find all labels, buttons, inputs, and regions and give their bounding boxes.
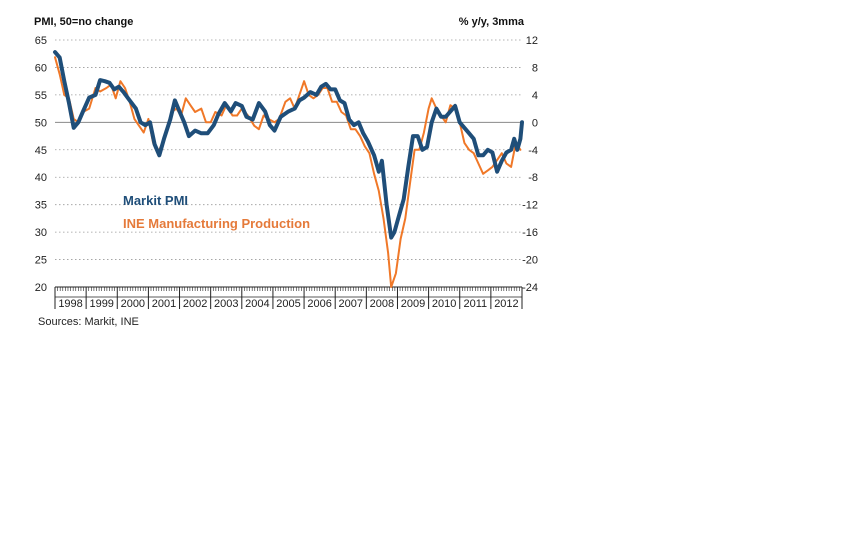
- year-label: 2000: [121, 298, 145, 310]
- right-tick-label: -24: [522, 282, 538, 294]
- left-tick-label: 20: [35, 282, 47, 294]
- right-tick-label: -20: [522, 255, 538, 267]
- series-line-markit-pmi: [53, 50, 524, 240]
- left-tick-label: 65: [35, 35, 47, 47]
- legend-markit-pmi: Markit PMI: [123, 193, 188, 208]
- year-label: 2010: [432, 298, 456, 310]
- gridlines: [55, 39, 522, 260]
- left-axis-ticks: 65 60 55 50 45 40 35 30 25 20: [35, 35, 47, 294]
- right-axis-ticks: 12 8 4 0 -4 -8 -12 -16 -20 -24: [522, 35, 538, 294]
- right-tick-label: -4: [528, 145, 538, 157]
- left-tick-label: 30: [35, 227, 47, 239]
- left-tick-label: 35: [35, 200, 47, 212]
- left-tick-label: 25: [35, 255, 47, 267]
- right-tick-label: 12: [526, 35, 538, 47]
- year-label: 2012: [494, 298, 518, 310]
- year-label: 2003: [214, 298, 238, 310]
- x-axis: 1998 1999 2000 2001 2002 2003 2004 2005 2006 2007…: [54, 286, 523, 310]
- year-label: 2008: [370, 298, 394, 310]
- year-label: 2009: [401, 298, 425, 310]
- right-axis-title: % y/y, 3mma: [459, 16, 525, 28]
- right-tick-label: -8: [528, 172, 538, 184]
- right-tick-label: 0: [532, 117, 538, 129]
- left-axis-title: PMI, 50=no change: [34, 16, 133, 28]
- left-tick-label: 60: [35, 62, 47, 74]
- year-label: 2002: [183, 298, 207, 310]
- year-label: 2006: [307, 298, 331, 310]
- year-label: 2007: [339, 298, 363, 310]
- source-note: Sources: Markit, INE: [38, 316, 139, 328]
- left-tick-label: 50: [35, 117, 47, 129]
- right-tick-label: -12: [522, 200, 538, 212]
- year-label: 2011: [463, 298, 487, 310]
- right-tick-label: 8: [532, 62, 538, 74]
- series-lines: [53, 50, 524, 288]
- left-tick-label: 40: [35, 172, 47, 184]
- left-tick-label: 45: [35, 145, 47, 157]
- right-tick-label: -16: [522, 227, 538, 239]
- year-label: 2004: [245, 298, 269, 310]
- right-tick-label: 4: [532, 90, 538, 102]
- left-tick-label: 55: [35, 90, 47, 102]
- year-label: 1998: [58, 298, 82, 310]
- year-label: 2001: [152, 298, 176, 310]
- year-label: 1999: [89, 298, 113, 310]
- legend-ine-production: INE Manufacturing Production: [123, 216, 310, 231]
- year-label: 2005: [276, 298, 300, 310]
